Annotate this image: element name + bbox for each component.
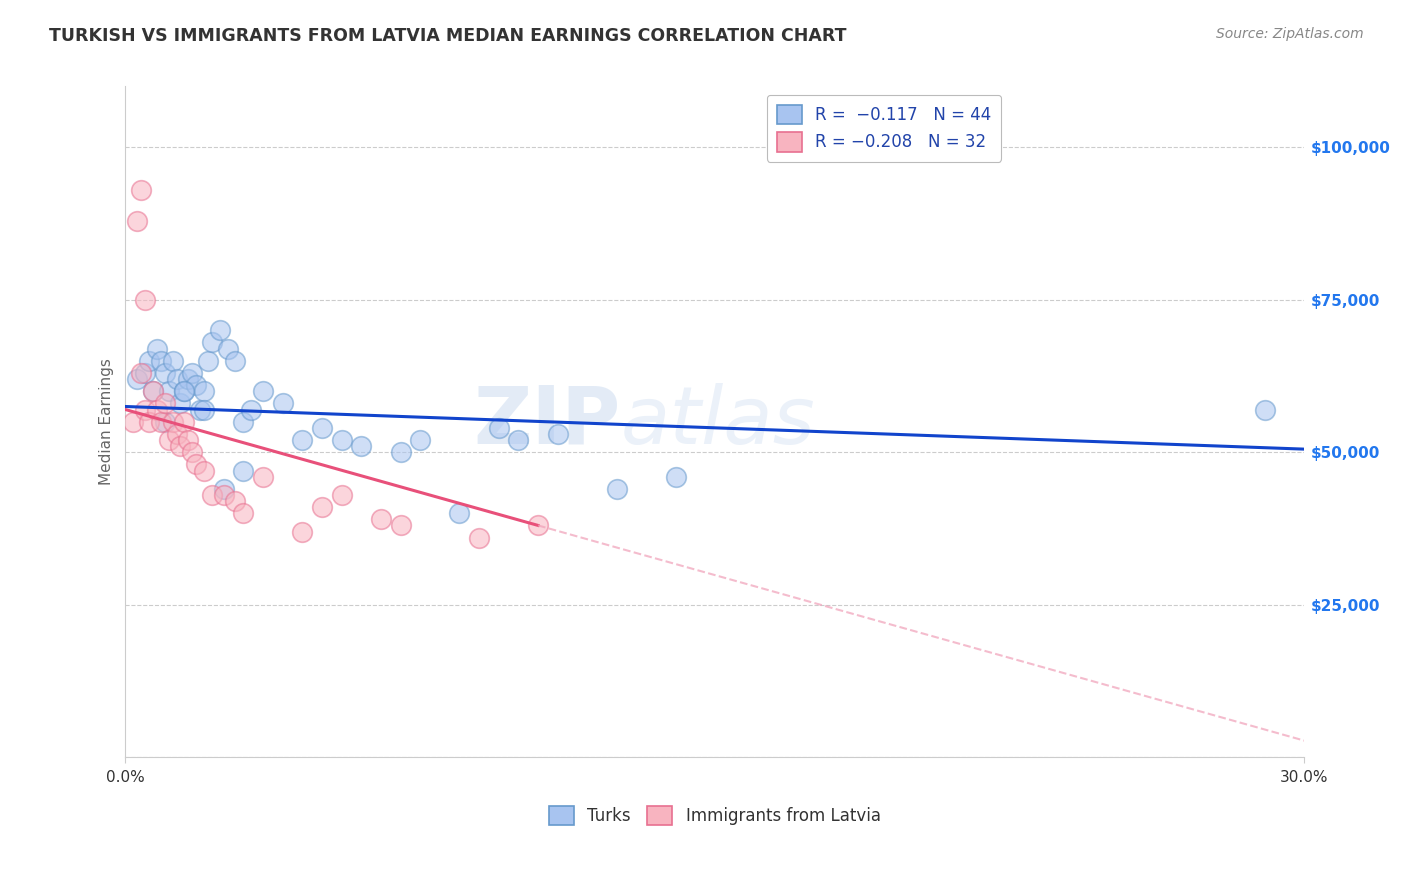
Point xyxy=(606,482,628,496)
Point xyxy=(232,506,254,520)
Point xyxy=(224,494,246,508)
Point xyxy=(197,353,219,368)
Legend: Turks, Immigrants from Latvia: Turks, Immigrants from Latvia xyxy=(543,799,887,831)
Point xyxy=(181,445,204,459)
Point xyxy=(252,384,274,399)
Point xyxy=(232,464,254,478)
Point xyxy=(181,366,204,380)
Point xyxy=(217,342,239,356)
Point xyxy=(162,353,184,368)
Point xyxy=(134,293,156,307)
Point xyxy=(664,469,686,483)
Point xyxy=(370,512,392,526)
Point xyxy=(488,421,510,435)
Point xyxy=(177,372,200,386)
Point xyxy=(201,488,224,502)
Point xyxy=(127,372,149,386)
Point xyxy=(224,353,246,368)
Point xyxy=(134,366,156,380)
Point xyxy=(188,402,211,417)
Text: Source: ZipAtlas.com: Source: ZipAtlas.com xyxy=(1216,27,1364,41)
Point xyxy=(149,415,172,429)
Point xyxy=(134,402,156,417)
Point xyxy=(547,426,569,441)
Point xyxy=(173,384,195,399)
Point xyxy=(240,402,263,417)
Point xyxy=(409,433,432,447)
Point xyxy=(157,433,180,447)
Point xyxy=(527,518,550,533)
Point xyxy=(129,183,152,197)
Point xyxy=(291,433,314,447)
Point xyxy=(186,378,208,392)
Point xyxy=(271,396,294,410)
Point xyxy=(146,402,169,417)
Point xyxy=(129,366,152,380)
Point xyxy=(389,518,412,533)
Y-axis label: Median Earnings: Median Earnings xyxy=(100,359,114,485)
Point xyxy=(169,396,191,410)
Point xyxy=(212,482,235,496)
Point xyxy=(153,396,176,410)
Point xyxy=(350,439,373,453)
Point xyxy=(138,415,160,429)
Point xyxy=(122,415,145,429)
Text: TURKISH VS IMMIGRANTS FROM LATVIA MEDIAN EARNINGS CORRELATION CHART: TURKISH VS IMMIGRANTS FROM LATVIA MEDIAN… xyxy=(49,27,846,45)
Point xyxy=(508,433,530,447)
Point xyxy=(193,402,215,417)
Point xyxy=(311,421,333,435)
Point xyxy=(166,372,188,386)
Point xyxy=(212,488,235,502)
Point xyxy=(142,384,165,399)
Point xyxy=(193,384,215,399)
Point xyxy=(138,353,160,368)
Point xyxy=(149,353,172,368)
Point xyxy=(153,415,176,429)
Point xyxy=(173,384,195,399)
Point xyxy=(311,500,333,515)
Point xyxy=(1254,402,1277,417)
Point xyxy=(193,464,215,478)
Point xyxy=(127,213,149,227)
Point xyxy=(252,469,274,483)
Point xyxy=(146,342,169,356)
Point xyxy=(208,323,231,337)
Point xyxy=(186,458,208,472)
Point xyxy=(162,415,184,429)
Point xyxy=(330,433,353,447)
Point xyxy=(177,433,200,447)
Point xyxy=(449,506,471,520)
Point xyxy=(389,445,412,459)
Point xyxy=(169,439,191,453)
Text: ZIP: ZIP xyxy=(474,383,620,461)
Point xyxy=(166,426,188,441)
Point xyxy=(157,384,180,399)
Point xyxy=(173,415,195,429)
Point xyxy=(153,366,176,380)
Point xyxy=(291,524,314,539)
Point xyxy=(330,488,353,502)
Text: atlas: atlas xyxy=(620,383,815,461)
Point xyxy=(232,415,254,429)
Point xyxy=(142,384,165,399)
Point xyxy=(468,531,491,545)
Point xyxy=(201,335,224,350)
